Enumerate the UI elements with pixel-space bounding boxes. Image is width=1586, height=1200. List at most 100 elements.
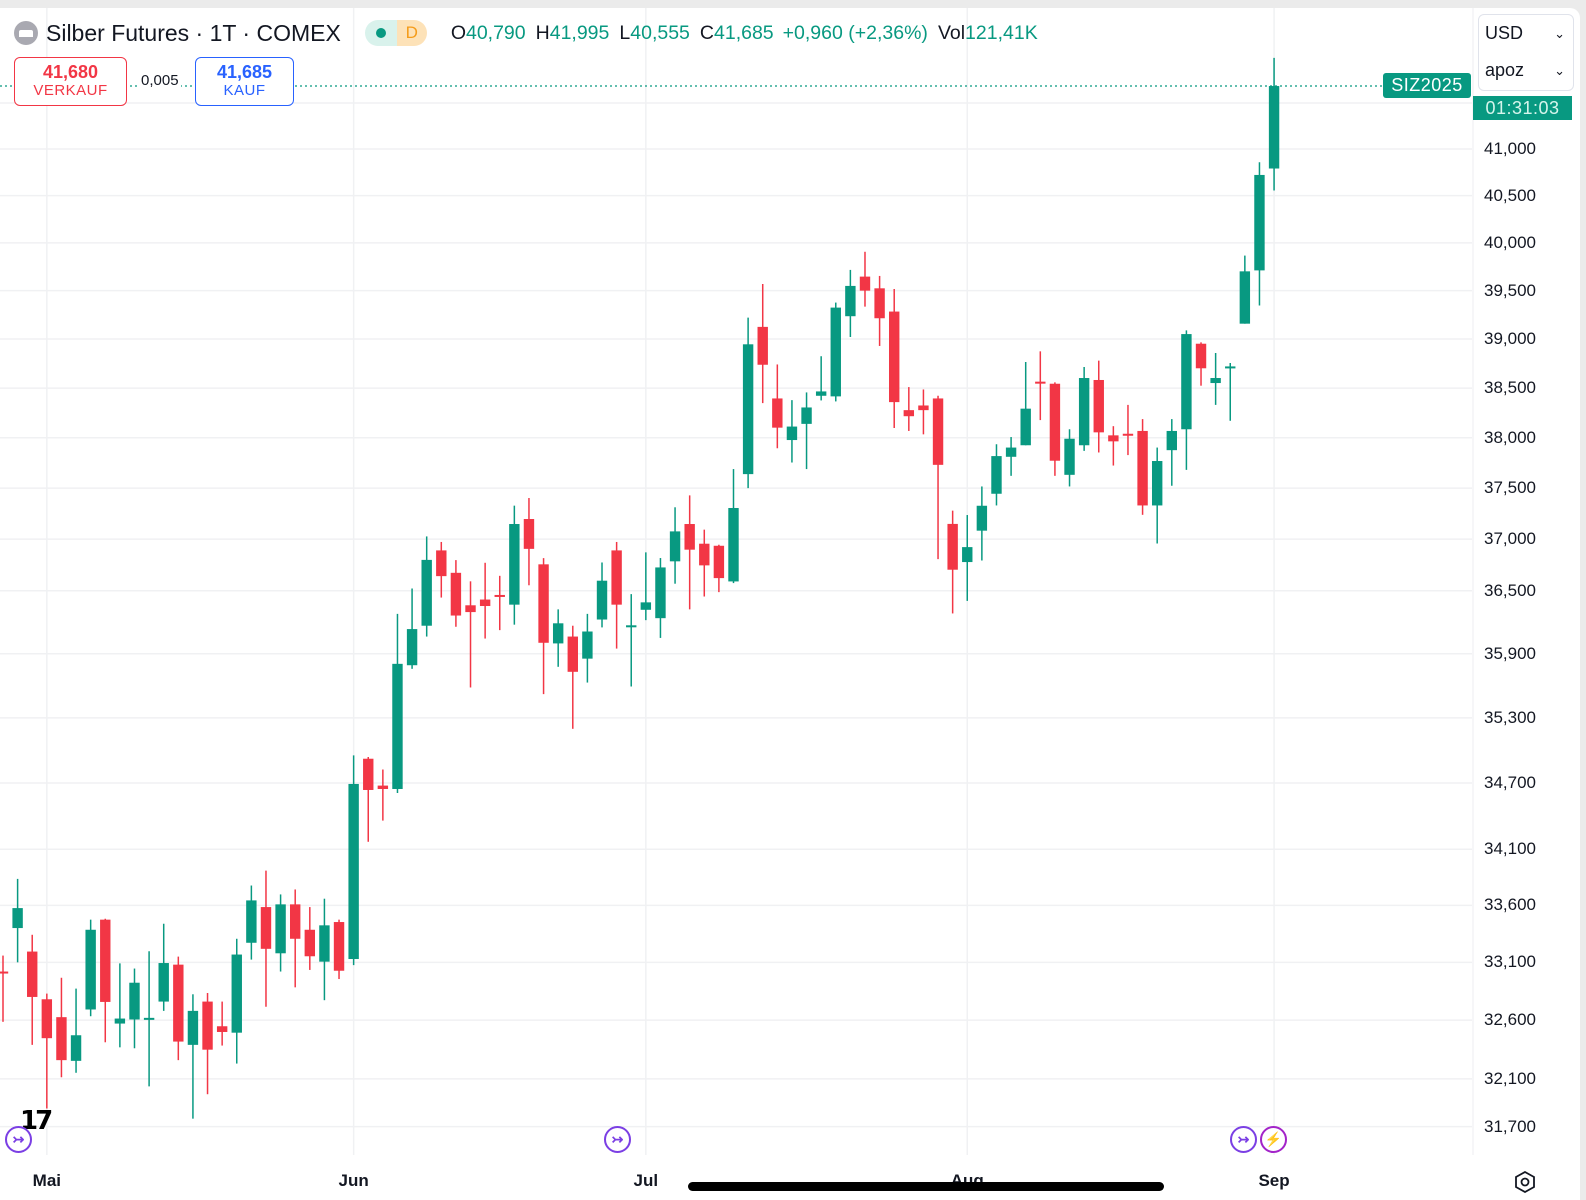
candle[interactable] [655,558,666,638]
candle[interactable] [991,444,1002,506]
candle[interactable] [932,395,944,560]
candle[interactable] [465,581,476,688]
candle[interactable] [56,977,67,1078]
candle[interactable] [392,613,403,793]
candle[interactable] [1151,447,1163,544]
candle[interactable] [596,562,608,628]
candle[interactable] [304,907,316,970]
candle[interactable] [27,934,38,1045]
candle[interactable] [319,898,330,1001]
candle[interactable] [509,505,520,625]
candle[interactable] [421,536,432,637]
buy-button[interactable]: 41,685 KAUF [195,57,294,106]
candle[interactable] [640,552,652,621]
candle[interactable] [1166,419,1177,486]
candle[interactable] [772,364,783,449]
candle[interactable] [1137,419,1148,515]
candle[interactable] [742,317,754,489]
symbol-title[interactable]: Silber Futures · 1T · COMEX [46,19,341,46]
dividend-arrow-icon[interactable]: ↣ [1230,1126,1257,1153]
candle[interactable] [830,302,841,402]
candle[interactable] [1005,437,1017,476]
candle[interactable] [889,288,900,428]
candle[interactable] [611,541,622,649]
dividend-arrow-icon[interactable]: ↣ [5,1126,32,1153]
candle[interactable] [1035,351,1046,421]
market-status-badge[interactable]: D [364,20,427,46]
candle[interactable] [70,988,82,1073]
candle[interactable] [1210,352,1221,405]
candle[interactable] [436,541,447,598]
candle[interactable] [713,544,725,593]
candle[interactable] [246,885,257,960]
candle[interactable] [348,755,359,966]
candle[interactable] [786,400,798,463]
candle[interactable] [377,769,389,821]
candle[interactable] [918,389,929,435]
settings-gear-icon[interactable] [1514,1171,1536,1193]
candle[interactable] [158,923,169,1011]
unit-dropdown[interactable]: apoz ⌄ [1479,52,1573,89]
candle[interactable] [1122,404,1134,456]
candle[interactable] [260,870,272,1007]
candle[interactable] [1225,362,1236,421]
candle[interactable] [187,994,199,1119]
candle[interactable] [479,562,491,639]
candle[interactable] [173,956,184,1061]
candle[interactable] [1239,255,1251,324]
candle[interactable] [450,560,462,627]
candle[interactable] [801,392,812,470]
candle[interactable] [728,469,739,584]
candle[interactable] [216,1001,228,1046]
candle[interactable] [85,919,96,1017]
candle[interactable] [1064,429,1075,487]
lightning-icon[interactable]: ⚡ [1260,1126,1287,1153]
candle[interactable] [538,558,549,695]
candle[interactable] [874,275,885,346]
candle[interactable] [12,878,23,963]
candle[interactable] [903,387,915,431]
candle[interactable] [1254,162,1265,306]
candle[interactable] [275,894,286,972]
candle[interactable] [845,269,856,337]
candle[interactable] [669,507,681,584]
candle[interactable] [947,510,958,614]
candle[interactable] [1078,367,1090,451]
candle[interactable] [1195,342,1207,386]
candle[interactable] [143,951,155,1087]
candle[interactable] [0,955,9,1022]
candle[interactable] [290,889,301,988]
candle[interactable] [552,609,564,667]
candle[interactable] [202,993,213,1095]
candle[interactable] [406,588,418,669]
candle[interactable] [1108,426,1119,466]
candle[interactable] [582,613,593,683]
candle[interactable] [1049,382,1061,476]
sell-button[interactable]: 41,680 VERKAUF [14,57,127,106]
candle[interactable] [523,498,535,586]
candle[interactable] [41,993,53,1109]
candle[interactable] [757,283,768,404]
candle[interactable] [962,515,973,601]
candle[interactable] [684,495,695,610]
candle[interactable] [114,963,126,1048]
candle[interactable] [567,625,578,729]
candle[interactable] [494,575,505,631]
candle[interactable] [699,529,710,597]
candle[interactable] [1268,57,1280,191]
candle[interactable] [815,356,827,401]
candle[interactable] [1093,360,1104,453]
candle[interactable] [333,919,345,980]
candle[interactable] [1020,362,1031,446]
candle[interactable] [100,918,111,1043]
currency-dropdown[interactable]: USD ⌄ [1479,15,1573,52]
dividend-arrow-icon[interactable]: ↣ [604,1126,631,1153]
candle[interactable] [1181,330,1192,470]
candle[interactable] [976,486,988,561]
candle[interactable] [129,968,140,1049]
candle[interactable] [859,251,871,307]
candle[interactable] [363,756,374,842]
candle[interactable] [231,938,242,1064]
candle[interactable] [626,594,637,687]
